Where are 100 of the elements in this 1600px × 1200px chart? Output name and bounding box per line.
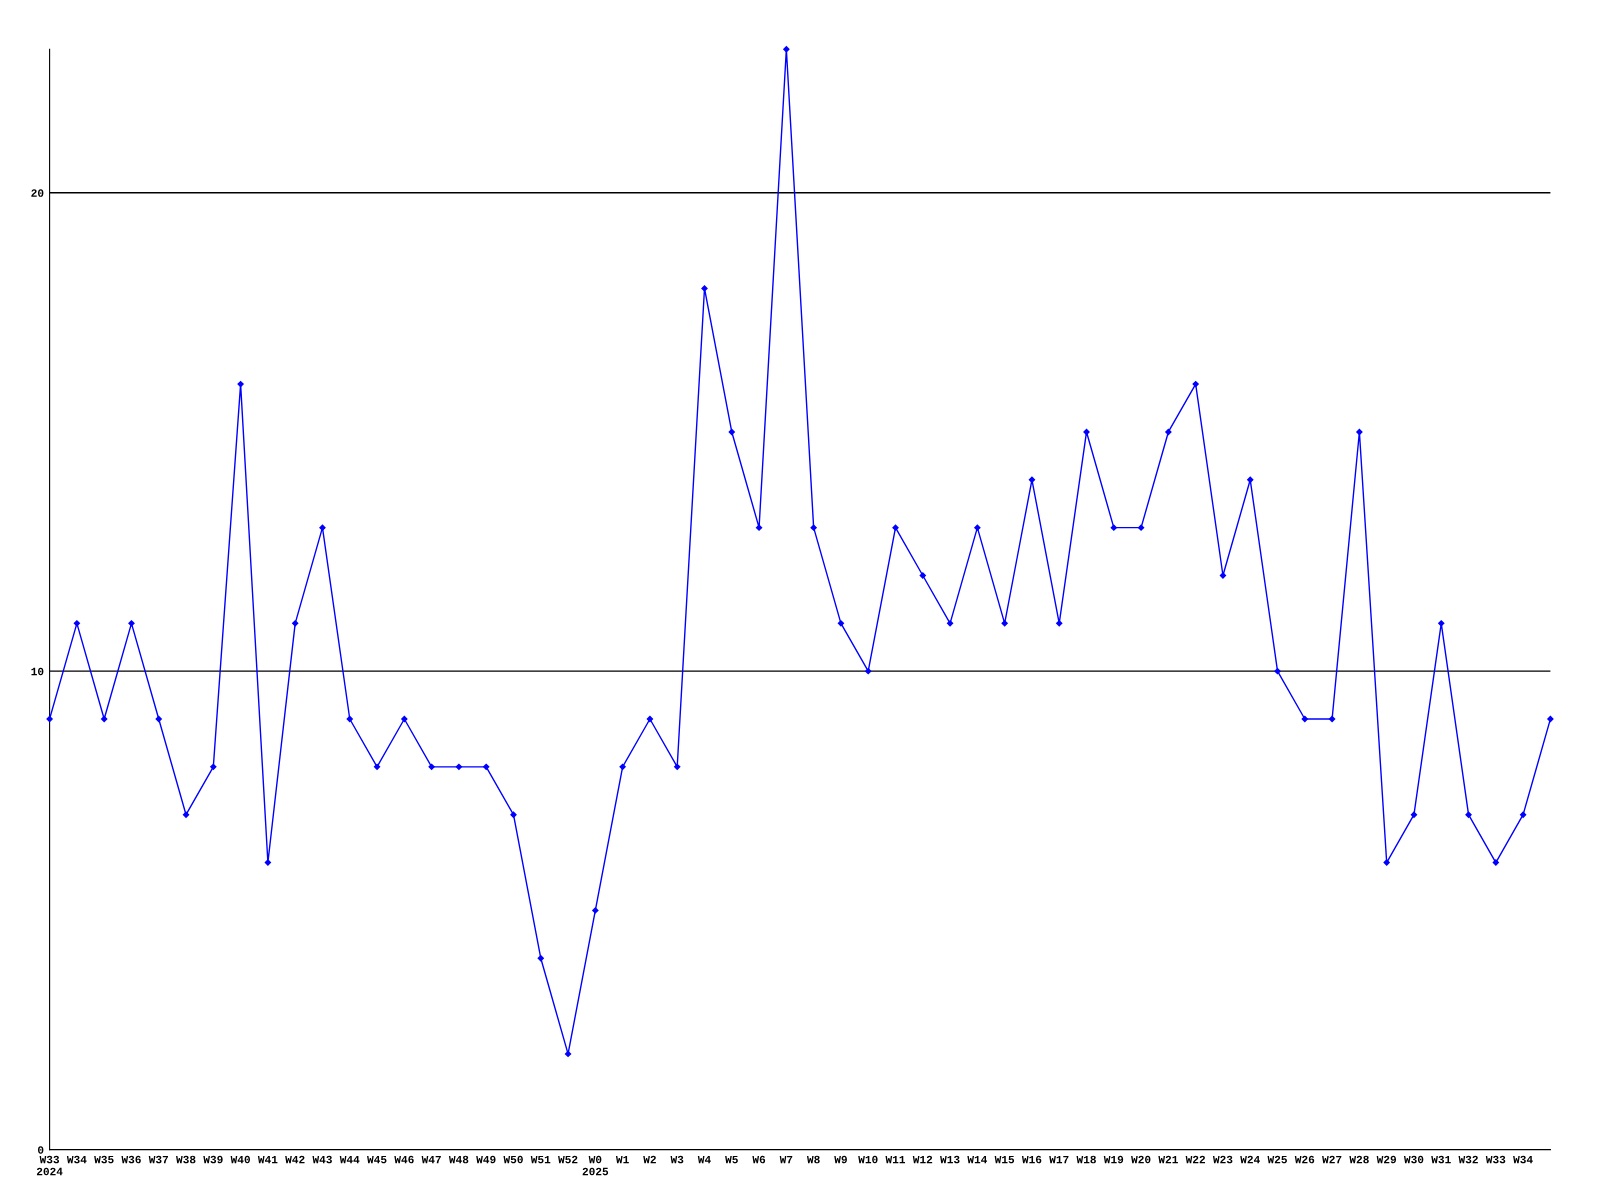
x-tick-label: W19 [1103, 1155, 1124, 1164]
x-tick-label: W51 [530, 1155, 551, 1164]
x-tick-label: W46 [394, 1155, 414, 1164]
point [401, 715, 408, 723]
point [373, 763, 381, 771]
x-tick-label: W4 [697, 1155, 711, 1164]
x-tick-label: W36 [121, 1155, 141, 1164]
x-tick-label: W37 [148, 1155, 169, 1164]
x-tick-label: W38 [176, 1155, 196, 1164]
x-tick-label: W24 [1240, 1155, 1260, 1164]
point [1165, 428, 1172, 436]
point [1410, 811, 1418, 818]
point [182, 811, 190, 818]
x-tick-label: W7 [779, 1155, 793, 1164]
x-tick-label: W29 [1376, 1155, 1397, 1164]
point [1547, 715, 1554, 723]
point [919, 572, 926, 579]
x-tick-label: W3 [670, 1155, 684, 1164]
point [1492, 859, 1499, 866]
x-tick-label: W31 [1431, 1155, 1451, 1164]
x-tick-label: W18 [1076, 1155, 1096, 1164]
x-tick-label: W34 [66, 1155, 87, 1164]
point [974, 524, 981, 531]
x-tick-label: W16 [1021, 1155, 1042, 1164]
point [1383, 859, 1390, 866]
point [1301, 715, 1308, 723]
x-tick-label: W48 [448, 1155, 469, 1164]
x-tick-label: W15 [994, 1155, 1015, 1164]
x-tick-label: W33 [1485, 1155, 1506, 1164]
x-tick-label: W13 [940, 1155, 960, 1164]
x-tick-label: W11 [885, 1155, 906, 1164]
point [701, 285, 708, 292]
point [1083, 428, 1090, 436]
point [1137, 524, 1145, 531]
y-tick-label: 20 [31, 189, 44, 197]
x-tick-label: W10 [858, 1155, 878, 1164]
x-tick-label: W35 [94, 1155, 114, 1164]
x-tick-label: W14 [967, 1155, 988, 1164]
x-tick-label: W20 [1131, 1155, 1151, 1164]
point [728, 428, 735, 436]
point [837, 620, 845, 627]
point [755, 524, 763, 531]
y-tick-label: 0 [38, 1146, 44, 1154]
x-tick-label: W26 [1294, 1155, 1315, 1164]
x-tick-label: W33 2024 [36, 1155, 63, 1176]
point [101, 715, 108, 723]
point [73, 620, 81, 627]
point [1001, 620, 1008, 627]
x-tick-label: W22 [1185, 1155, 1206, 1164]
x-tick-label: W12 [912, 1155, 933, 1164]
x-tick-label: W49 [476, 1155, 496, 1164]
point [292, 620, 299, 627]
x-tick-label: W1 [615, 1155, 629, 1164]
x-tick-label: W9 [834, 1155, 847, 1164]
x-tick-label: W0 2025 [582, 1155, 609, 1176]
x-tick-label: W8 [806, 1155, 820, 1164]
x-tick-label: W44 [339, 1155, 360, 1164]
point [619, 763, 626, 771]
point [1247, 476, 1254, 483]
point [892, 524, 899, 531]
x-tick-label: W6 [752, 1155, 766, 1164]
point [46, 715, 53, 723]
point [674, 763, 681, 771]
point [1110, 524, 1117, 531]
x-tick-label: W25 [1267, 1155, 1287, 1164]
x-tick-label: W40 [230, 1155, 250, 1164]
point [264, 859, 272, 866]
point [1356, 428, 1363, 436]
x-tick-label: W50 [503, 1155, 523, 1164]
point [564, 1050, 572, 1058]
x-tick-label: W34 [1513, 1155, 1533, 1164]
point [810, 524, 817, 531]
point [237, 380, 244, 388]
point [946, 620, 954, 627]
point [346, 715, 353, 723]
point [128, 620, 135, 627]
x-tick-label: W2 [643, 1155, 656, 1164]
point [592, 907, 599, 914]
x-tick-label: W30 [1403, 1155, 1424, 1164]
point [210, 763, 217, 771]
point [783, 46, 790, 53]
x-tick-label: W27 [1322, 1155, 1342, 1164]
x-tick-label: W45 [367, 1155, 387, 1164]
x-tick-label: W23 [1212, 1155, 1233, 1164]
point [1465, 811, 1472, 818]
point [1192, 380, 1199, 388]
y-tick-label: 10 [31, 667, 44, 676]
x-tick-label: W39 [203, 1155, 223, 1164]
point [865, 668, 872, 675]
x-tick-label: W42 [285, 1155, 305, 1164]
point [1219, 572, 1227, 579]
x-tick-label: W21 [1158, 1155, 1178, 1164]
point [319, 524, 326, 531]
x-tick-label: W43 [312, 1155, 332, 1164]
point [1274, 668, 1281, 675]
x-tick-label: W41 [257, 1155, 278, 1164]
point [428, 763, 435, 771]
point [1028, 476, 1036, 483]
point [537, 955, 544, 962]
point [1519, 811, 1527, 818]
